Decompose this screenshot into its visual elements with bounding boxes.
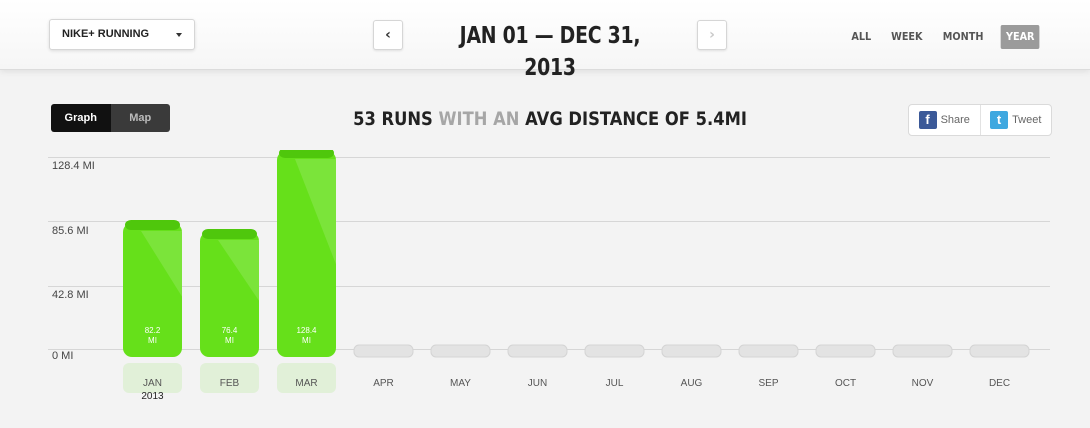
gridline-upper xyxy=(48,221,1050,222)
next-period-button[interactable]: › xyxy=(697,20,727,50)
caret-down-icon xyxy=(176,33,182,37)
month-label: JAN xyxy=(143,378,162,389)
month-label: FEB xyxy=(220,378,240,389)
month-label: NOV xyxy=(912,378,934,389)
bar-cap xyxy=(279,150,334,158)
y-tick-label: 85.6 MI xyxy=(52,225,89,237)
top-bar: NIKE+ RUNNING ‹ JAN 01 — DEC 31, 2013 › … xyxy=(0,0,1090,81)
month-label: APR xyxy=(373,378,394,389)
social-share-group: f Share t Tweet xyxy=(908,104,1052,136)
empty-bar-nov xyxy=(892,344,953,358)
month-label: OCT xyxy=(835,378,856,389)
summary-connector: WITH AN xyxy=(438,108,520,130)
gridline-top xyxy=(48,157,1050,158)
month-label: SEP xyxy=(758,378,778,389)
empty-bar-sep xyxy=(738,344,799,358)
month-label: MAY xyxy=(450,378,471,389)
y-tick-label: 42.8 MI xyxy=(52,289,89,301)
map-view-button[interactable]: Map xyxy=(110,104,170,132)
bar-unit-label: MI xyxy=(302,336,311,345)
share-label: Share xyxy=(940,114,970,126)
previous-period-button[interactable]: ‹ xyxy=(373,20,403,50)
bar-unit-label: MI xyxy=(225,336,234,345)
app-selector-dropdown[interactable]: NIKE+ RUNNING xyxy=(49,19,195,50)
bar-cap xyxy=(125,219,180,230)
empty-bar-jun xyxy=(507,344,568,358)
bar-reflection xyxy=(200,363,259,393)
app-selector-label: NIKE+ RUNNING xyxy=(62,28,150,40)
empty-bar-may xyxy=(430,344,491,358)
month-label: MAR xyxy=(295,378,317,389)
twitter-icon: t xyxy=(990,111,1009,129)
facebook-icon: f xyxy=(918,111,937,129)
summary-runs: 53 RUNS xyxy=(353,108,433,130)
month-label: JUL xyxy=(606,378,624,389)
summary-avg: AVG DISTANCE OF 5.4MI xyxy=(525,108,747,130)
view-toggle: Graph Map xyxy=(51,104,170,132)
bar-cap xyxy=(202,228,257,239)
month-label: JUN xyxy=(528,378,547,389)
range-tabs: ALL WEEK MONTH YEAR xyxy=(845,25,1042,49)
empty-bar-jul xyxy=(584,344,645,358)
bar-value-label: 76.4 xyxy=(222,326,238,335)
summary-headline: 53 RUNS WITH AN AVG DISTANCE OF 5.4MI xyxy=(335,104,765,134)
month-label: DEC xyxy=(989,378,1010,389)
bar-value-label: 128.4 xyxy=(296,326,317,335)
tweet-label: Tweet xyxy=(1012,114,1042,126)
facebook-share-button[interactable]: f Share xyxy=(909,105,980,135)
gridline-lower xyxy=(48,286,1050,287)
chevron-left-icon: ‹ xyxy=(385,27,391,43)
tab-year[interactable]: YEAR xyxy=(1000,25,1040,49)
y-tick-label: 128.4 MI xyxy=(52,160,95,172)
bar-reflection xyxy=(277,363,336,393)
year-label: 2013 xyxy=(141,391,164,402)
bar-highlight xyxy=(295,159,336,265)
empty-bar-oct xyxy=(815,344,876,358)
date-range-title: JAN 01 — DEC 31, 2013 xyxy=(459,23,641,81)
bar-jan xyxy=(123,222,182,357)
tab-month[interactable]: MONTH xyxy=(943,30,984,43)
tab-all[interactable]: ALL xyxy=(851,30,872,43)
tab-week[interactable]: WEEK xyxy=(890,30,923,43)
tweet-button[interactable]: t Tweet xyxy=(979,105,1052,135)
bar-feb xyxy=(200,231,259,357)
bar-unit-label: MI xyxy=(148,336,157,345)
y-tick-label: 0 MI xyxy=(52,350,74,362)
chevron-right-icon: › xyxy=(709,27,715,43)
empty-bar-aug xyxy=(661,344,722,358)
bar-highlight xyxy=(218,239,259,301)
bar-reflection xyxy=(123,363,182,393)
bar-mar xyxy=(277,151,336,357)
empty-bar-dec xyxy=(969,344,1030,358)
graph-view-button[interactable]: Graph xyxy=(51,104,111,132)
bar-value-label: 82.2 xyxy=(145,326,161,335)
empty-bar-apr xyxy=(353,344,414,358)
month-label: AUG xyxy=(681,378,703,389)
